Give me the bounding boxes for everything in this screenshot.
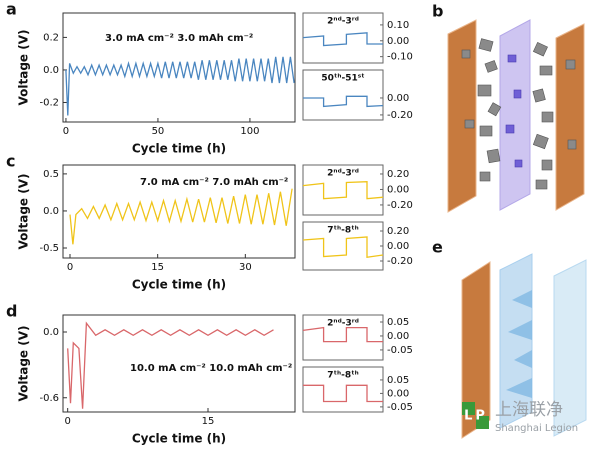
y-tick-label: 0.0	[43, 327, 59, 338]
y-tick-label: -0.10	[387, 52, 413, 63]
y-tick-label: 0.2	[43, 32, 59, 43]
x-axis-label: Cycle time (h)	[132, 432, 226, 446]
annotation: 7.0 mA cm⁻² 7.0 mAh cm⁻²	[140, 177, 288, 188]
y-tick-label: 0.00	[387, 36, 409, 47]
y-tick-label: 0.0	[43, 65, 59, 76]
voltage-line	[303, 95, 384, 108]
illustration-e	[461, 253, 587, 439]
x-tick-label: 15	[151, 262, 164, 273]
plot-frame	[302, 314, 384, 361]
x-axis-label: Cycle time (h)	[132, 278, 226, 292]
x-axis-label: Cycle time (h)	[132, 142, 226, 156]
inset-label: 50ᵗʰ-51ˢᵗ	[321, 74, 364, 84]
voltage-line	[302, 236, 384, 259]
y-tick-label: -0.5	[39, 243, 59, 254]
y-tick-label: -0.6	[39, 393, 59, 404]
y-tick-label: 0.10	[387, 20, 409, 31]
y-tick-label: 0.05	[387, 317, 409, 328]
voltage-line	[302, 32, 383, 47]
inset-label: 7ᵗʰ-8ᵗʰ	[327, 371, 358, 381]
y-tick-label: -0.20	[387, 200, 413, 211]
inset-label: 2ⁿᵈ-3ʳᵈ	[327, 169, 359, 179]
voltage-line	[65, 56, 295, 116]
panel-label: a	[6, 0, 17, 19]
y-tick-label: -0.20	[387, 110, 413, 121]
panel-label: b	[432, 2, 443, 21]
x-tick-label: 50	[152, 126, 165, 137]
y-tick-label: 0.5	[43, 169, 59, 180]
plot-frame	[302, 366, 384, 413]
illustration-b	[447, 19, 585, 213]
y-tick-label: 0.0	[43, 206, 59, 217]
watermark-subtext: Shanghai Legion	[495, 423, 578, 434]
panel-label: e	[432, 238, 443, 257]
y-tick-label: 0.20	[387, 169, 409, 180]
inset-label: 7ᵗʰ-8ᵗʰ	[327, 226, 358, 236]
y-tick-label: 0.20	[387, 226, 409, 237]
x-tick-label: 0	[64, 416, 70, 427]
voltage-line	[302, 326, 383, 343]
inset-label: 2ⁿᵈ-3ʳᵈ	[327, 17, 359, 27]
watermark-logo: LP	[464, 409, 488, 424]
y-tick-label: -0.2	[39, 97, 59, 108]
y-tick-label: 0.00	[387, 331, 409, 342]
plot-frame	[302, 164, 384, 216]
y-tick-label: 0.00	[387, 184, 409, 195]
plot-frame	[302, 69, 384, 121]
annotation: 3.0 mA cm⁻² 3.0 mAh cm⁻²	[105, 33, 253, 44]
x-tick-label: 15	[202, 416, 215, 427]
y-tick-label: 0.00	[387, 388, 409, 399]
annotation: 10.0 mA cm⁻² 10.0 mAh cm⁻²	[130, 363, 292, 374]
x-tick-label: 0	[63, 126, 69, 137]
y-axis-label: Voltage (V)	[17, 326, 31, 402]
voltage-line	[69, 188, 293, 245]
x-tick-label: 100	[240, 126, 259, 137]
y-tick-label: 0.00	[387, 93, 409, 104]
inset-label: 2ⁿᵈ-3ʳᵈ	[327, 319, 359, 329]
y-tick-label: 0.05	[387, 375, 409, 386]
y-tick-label: -0.05	[387, 345, 413, 356]
watermark: LP 上海联净 Shanghai Legion	[462, 400, 578, 434]
x-tick-label: 0	[67, 262, 73, 273]
y-axis-label: Voltage (V)	[17, 30, 31, 106]
voltage-line	[67, 321, 274, 409]
plot-frame	[302, 12, 384, 64]
panel-label: c	[6, 152, 15, 171]
y-tick-label: 0.00	[387, 241, 409, 252]
y-tick-label: -0.05	[387, 402, 413, 413]
watermark-text: 上海联净	[495, 400, 563, 420]
voltage-line	[303, 384, 383, 403]
y-tick-label: -0.20	[387, 256, 413, 267]
y-axis-label: Voltage (V)	[17, 174, 31, 250]
panel-label: d	[6, 302, 17, 321]
plot-frame	[62, 164, 296, 259]
x-tick-label: 30	[239, 262, 252, 273]
voltage-line	[302, 181, 384, 200]
plot-frame	[62, 314, 296, 413]
plot-frame	[62, 12, 296, 123]
